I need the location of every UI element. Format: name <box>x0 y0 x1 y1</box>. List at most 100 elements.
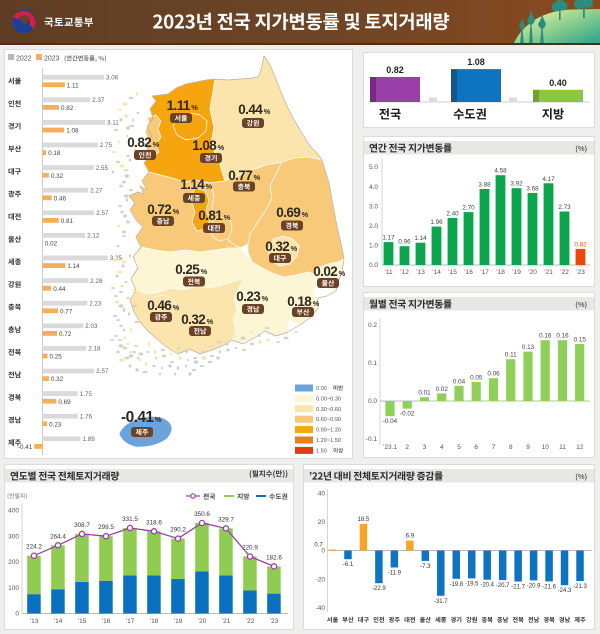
svg-text:3.88: 3.88 <box>478 182 491 189</box>
svg-text:12: 12 <box>576 444 584 451</box>
svg-text:2.0: 2.0 <box>369 223 378 230</box>
svg-text:-20.7: -20.7 <box>496 583 510 589</box>
svg-text:(%): (%) <box>575 472 587 481</box>
svg-text:0.23: 0.23 <box>49 421 62 428</box>
svg-text:0.96: 0.96 <box>398 239 411 246</box>
svg-text:2.37: 2.37 <box>92 97 105 104</box>
svg-text:0.02: 0.02 <box>436 386 449 393</box>
svg-text:0.2: 0.2 <box>368 322 377 329</box>
svg-text:0: 0 <box>15 611 19 618</box>
svg-text:1.08: 1.08 <box>467 57 485 67</box>
svg-text:0.82: 0.82 <box>386 65 404 75</box>
svg-text:290.2: 290.2 <box>170 527 186 534</box>
svg-text:2023: 2023 <box>44 56 60 63</box>
svg-text:8: 8 <box>509 444 513 451</box>
svg-text:0.32: 0.32 <box>51 173 64 180</box>
svg-text:’19: ’19 <box>512 269 521 276</box>
svg-text:6: 6 <box>474 444 478 451</box>
svg-text:0.18: 0.18 <box>48 150 61 157</box>
svg-text:300: 300 <box>8 533 19 540</box>
svg-text:6.9: 6.9 <box>406 534 415 540</box>
svg-text:0.77: 0.77 <box>60 308 73 315</box>
svg-text:-24.3: -24.3 <box>558 588 572 594</box>
svg-text:2.73: 2.73 <box>558 204 571 211</box>
svg-text:331.5: 331.5 <box>122 516 138 523</box>
svg-text:-0.41: -0.41 <box>18 444 33 451</box>
svg-text:329.7: 329.7 <box>218 516 234 523</box>
svg-text:0.01: 0.01 <box>418 390 431 397</box>
svg-text:40: 40 <box>318 491 326 498</box>
svg-text:’21: ’21 <box>544 269 553 276</box>
svg-text:2.27: 2.27 <box>90 187 103 194</box>
svg-text:’13: ’13 <box>416 269 425 276</box>
svg-text:2: 2 <box>405 444 409 451</box>
svg-text:1.17: 1.17 <box>382 235 395 242</box>
svg-text:0.46: 0.46 <box>54 195 67 202</box>
svg-text:0.05: 0.05 <box>470 375 483 382</box>
svg-text:1.14: 1.14 <box>414 235 427 242</box>
svg-text:18.5: 18.5 <box>358 517 370 523</box>
svg-text:1.89: 1.89 <box>83 436 96 443</box>
svg-text:-21.3: -21.3 <box>573 584 587 590</box>
svg-text:’17: ’17 <box>480 269 489 276</box>
svg-text:9: 9 <box>526 444 530 451</box>
svg-text:0.72: 0.72 <box>59 331 72 338</box>
svg-text:’21: ’21 <box>222 618 231 625</box>
svg-text:2.57: 2.57 <box>96 368 109 375</box>
svg-text:0.0: 0.0 <box>368 398 377 405</box>
svg-text:1.75: 1.75 <box>80 391 93 398</box>
svg-text:350.6: 350.6 <box>194 511 210 518</box>
svg-text:0.0: 0.0 <box>369 262 378 269</box>
svg-text:4.58: 4.58 <box>494 168 507 175</box>
svg-text:’14: ’14 <box>432 269 441 276</box>
svg-text:-11.9: -11.9 <box>388 571 402 577</box>
svg-text:4.0: 4.0 <box>369 184 378 191</box>
svg-text:2.75: 2.75 <box>100 142 113 149</box>
svg-text:2.40: 2.40 <box>446 211 459 218</box>
svg-text:-19.5: -19.5 <box>465 581 479 587</box>
svg-text:-20.4: -20.4 <box>480 583 494 589</box>
svg-text:1.0: 1.0 <box>369 243 378 250</box>
svg-text:0.16: 0.16 <box>539 333 552 340</box>
svg-text:-0.1: -0.1 <box>366 436 378 443</box>
svg-text:’11: ’11 <box>384 269 393 276</box>
svg-text:’16: ’16 <box>464 269 473 276</box>
svg-text:’12: ’12 <box>400 269 409 276</box>
svg-text:’20: ’20 <box>528 269 537 276</box>
svg-text:2.03: 2.03 <box>85 323 98 330</box>
svg-text:264.4: 264.4 <box>50 533 66 540</box>
svg-text:-21.6: -21.6 <box>542 584 556 590</box>
svg-text:1.08: 1.08 <box>66 128 79 135</box>
svg-text:-21.7: -21.7 <box>511 585 525 591</box>
svg-text:318.6: 318.6 <box>146 519 162 526</box>
svg-text:2.70: 2.70 <box>462 205 475 212</box>
svg-text:0.30~0.60: 0.30~0.60 <box>316 407 341 413</box>
svg-text:0.11: 0.11 <box>505 352 517 359</box>
svg-text:-0.04: -0.04 <box>383 418 398 425</box>
svg-text:1.96: 1.96 <box>430 219 443 226</box>
svg-text:0.1: 0.1 <box>368 360 377 367</box>
svg-text:0.44: 0.44 <box>53 286 66 293</box>
svg-text:2.57: 2.57 <box>96 210 109 217</box>
svg-text:5.0: 5.0 <box>369 164 378 171</box>
svg-text:’13: ’13 <box>30 618 39 625</box>
svg-text:0.00~0.30: 0.00~0.30 <box>316 396 341 402</box>
svg-text:0.90~1.20: 0.90~1.20 <box>316 428 341 434</box>
svg-text:1.11: 1.11 <box>67 82 79 89</box>
svg-text:11: 11 <box>559 444 566 451</box>
svg-text:0.32: 0.32 <box>51 376 64 383</box>
svg-text:1.14: 1.14 <box>67 263 80 270</box>
svg-text:0.60~0.90: 0.60~0.90 <box>316 417 341 423</box>
svg-text:0.25: 0.25 <box>50 354 63 361</box>
svg-text:3.06: 3.06 <box>106 74 119 81</box>
svg-text:100: 100 <box>8 585 19 592</box>
svg-text:7: 7 <box>492 444 496 451</box>
svg-text:’20: ’20 <box>198 618 207 625</box>
svg-text:2.23: 2.23 <box>89 300 102 307</box>
svg-text:1.76: 1.76 <box>80 413 93 420</box>
svg-text:0.00: 0.00 <box>316 386 327 392</box>
svg-text:2.18: 2.18 <box>88 346 101 353</box>
svg-text:200: 200 <box>8 559 19 566</box>
svg-text:10: 10 <box>542 444 550 451</box>
svg-text:0.40: 0.40 <box>549 78 567 88</box>
